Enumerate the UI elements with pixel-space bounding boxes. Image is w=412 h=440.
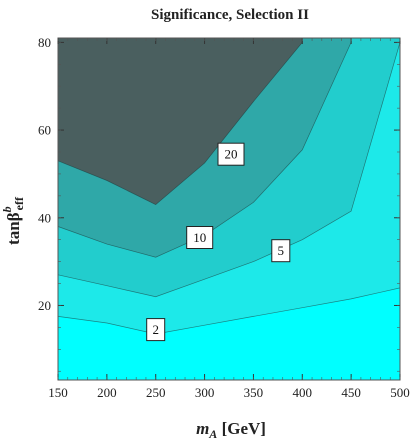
x-tick-label: 200 — [97, 385, 117, 400]
contour-label-text: 2 — [152, 322, 159, 337]
contour-label-2: 2 — [146, 318, 166, 342]
contour-line-20 — [57, 42, 303, 206]
contour-label-text: 10 — [193, 230, 206, 245]
plot-area — [57, 38, 401, 380]
contour-label-box — [271, 239, 291, 263]
contour-label-box — [186, 226, 214, 249]
x-tick-label: 300 — [195, 385, 215, 400]
y-axis-title-main: tanβ — [4, 212, 23, 245]
x-tick-label: 250 — [146, 385, 166, 400]
contour-label-5: 5 — [271, 239, 291, 263]
chart-title: Significance, Selection II — [151, 7, 309, 23]
x-tick-label: 450 — [341, 385, 361, 400]
y-tick-label: 40 — [38, 210, 51, 225]
contour-label-text: 5 — [278, 243, 285, 258]
contour-label-10: 10 — [186, 226, 214, 249]
axes: 150 200 250 300 350 400 450 500 20 40 60 80 — [38, 35, 410, 400]
y-tick-label: 80 — [38, 35, 51, 50]
contour-label-text: 20 — [225, 147, 238, 162]
contour-labels: 2 5 10 20 — [146, 142, 291, 342]
plot-frame — [57, 37, 401, 381]
x-axis-title-sub: A — [208, 427, 217, 440]
contour-label-20: 20 — [217, 142, 245, 166]
x-tick-label: 500 — [390, 385, 410, 400]
x-tick-label: 150 — [48, 385, 68, 400]
contour-line-2 — [57, 287, 401, 335]
x-axis-title: mA [GeV] — [196, 419, 266, 440]
y-axis-title-sup: b — [0, 206, 14, 212]
contour-label-box — [217, 142, 245, 166]
contour-label-box — [146, 318, 166, 342]
y-tick-label: 20 — [38, 298, 51, 313]
x-tick-label: 400 — [293, 385, 313, 400]
x-tick-label: 350 — [244, 385, 264, 400]
y-axis-title: tanβbeff — [0, 196, 26, 245]
y-tick-label: 60 — [38, 123, 51, 138]
y-axis-title-sub: eff — [12, 196, 26, 210]
x-axis-title-main: m — [196, 419, 209, 438]
contour-line-5 — [57, 42, 401, 298]
contour-region-20 — [58, 38, 303, 205]
x-axis-title-unit: [GeV] — [217, 419, 266, 438]
